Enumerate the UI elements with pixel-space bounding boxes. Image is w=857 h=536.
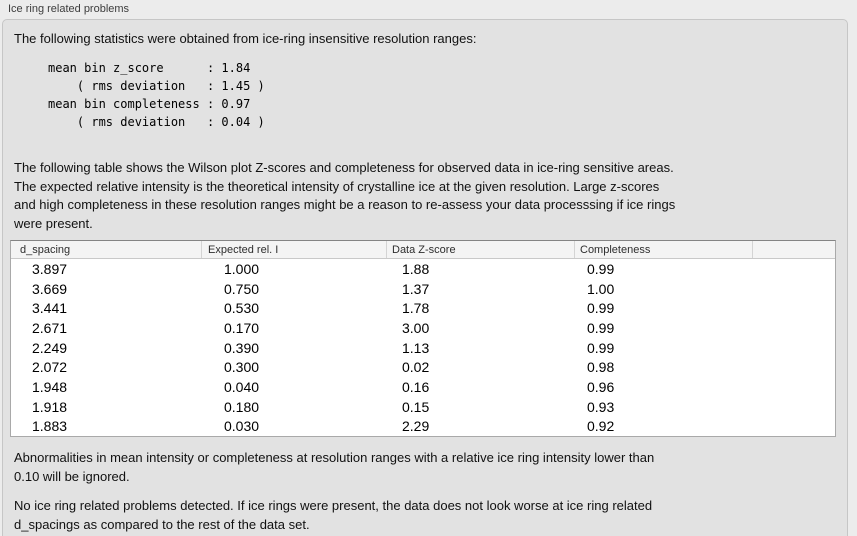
column-header-expected-rel-i[interactable]: Expected rel. I: [202, 241, 387, 258]
cell-d-spacing: 2.249: [32, 339, 68, 356]
table-row[interactable]: 3.441 0.530 1.78 0.99: [11, 298, 835, 318]
ignore-threshold-note: Abnormalities in mean intensity or compl…: [14, 450, 655, 484]
groupbox-title: Ice ring related problems: [8, 3, 130, 15]
table-header-row: d_spacing Expected rel. I Data Z-score C…: [11, 241, 835, 259]
cell-completeness: 0.99: [587, 300, 615, 317]
cell-completeness: 0.99: [587, 319, 615, 336]
table-row[interactable]: 1.948 0.040 0.16 0.96: [11, 377, 835, 397]
column-header-spacer: [753, 241, 835, 258]
table-description: The following table shows the Wilson plo…: [14, 160, 676, 231]
table-row[interactable]: 3.897 1.000 1.88 0.99: [11, 259, 835, 279]
cell-data-z-score: 1.78: [402, 300, 430, 317]
cell-expected-rel-i: 0.040: [224, 378, 260, 395]
cell-completeness: 0.92: [587, 418, 615, 435]
cell-completeness: 0.93: [587, 398, 615, 415]
cell-d-spacing: 1.883: [32, 418, 68, 435]
table-row[interactable]: 3.669 0.750 1.37 1.00: [11, 279, 835, 299]
table-row[interactable]: 1.918 0.180 0.15 0.93: [11, 397, 835, 417]
ice-ring-groupbox: The following statistics were obtained f…: [2, 19, 848, 536]
cell-data-z-score: 1.37: [402, 280, 430, 297]
cell-completeness: 0.98: [587, 359, 615, 376]
cell-completeness: 0.99: [587, 260, 615, 277]
cell-expected-rel-i: 0.180: [224, 398, 260, 415]
cell-data-z-score: 2.29: [402, 418, 430, 435]
cell-expected-rel-i: 0.390: [224, 339, 260, 356]
cell-data-z-score: 0.15: [402, 398, 430, 415]
cell-data-z-score: 3.00: [402, 319, 430, 336]
ice-ring-table: d_spacing Expected rel. I Data Z-score C…: [10, 240, 836, 438]
cell-d-spacing: 2.671: [32, 319, 68, 336]
cell-data-z-score: 0.02: [402, 359, 430, 376]
cell-expected-rel-i: 1.000: [224, 260, 260, 277]
cell-expected-rel-i: 0.170: [224, 319, 260, 336]
cell-d-spacing: 1.948: [32, 378, 68, 395]
column-header-data-z-score[interactable]: Data Z-score: [387, 241, 575, 258]
cell-expected-rel-i: 0.300: [224, 359, 260, 376]
cell-expected-rel-i: 0.530: [224, 300, 260, 317]
cell-data-z-score: 1.88: [402, 260, 430, 277]
cell-completeness: 0.96: [587, 378, 615, 395]
column-header-completeness[interactable]: Completeness: [575, 241, 753, 258]
column-header-d-spacing[interactable]: d_spacing: [11, 241, 202, 258]
conclusion-text: No ice ring related problems detected. I…: [14, 498, 653, 532]
table-row[interactable]: 1.883 0.030 2.29 0.92: [11, 417, 835, 437]
cell-expected-rel-i: 0.030: [224, 418, 260, 435]
cell-d-spacing: 3.669: [32, 280, 68, 297]
cell-completeness: 1.00: [587, 280, 615, 297]
cell-d-spacing: 1.918: [32, 398, 68, 415]
intro-text: The following statistics were obtained f…: [14, 31, 477, 46]
cell-d-spacing: 2.072: [32, 359, 68, 376]
cell-d-spacing: 3.441: [32, 300, 68, 317]
cell-data-z-score: 0.16: [402, 378, 430, 395]
table-row[interactable]: 2.249 0.390 1.13 0.99: [11, 338, 835, 358]
stats-summary-block: mean bin z_score : 1.84 ( rms deviation …: [48, 61, 265, 129]
table-row[interactable]: 2.072 0.300 0.02 0.98: [11, 357, 835, 377]
cell-completeness: 0.99: [587, 339, 615, 356]
cell-data-z-score: 1.13: [402, 339, 430, 356]
table-row[interactable]: 2.671 0.170 3.00 0.99: [11, 318, 835, 338]
cell-expected-rel-i: 0.750: [224, 280, 260, 297]
cell-d-spacing: 3.897: [32, 260, 68, 277]
